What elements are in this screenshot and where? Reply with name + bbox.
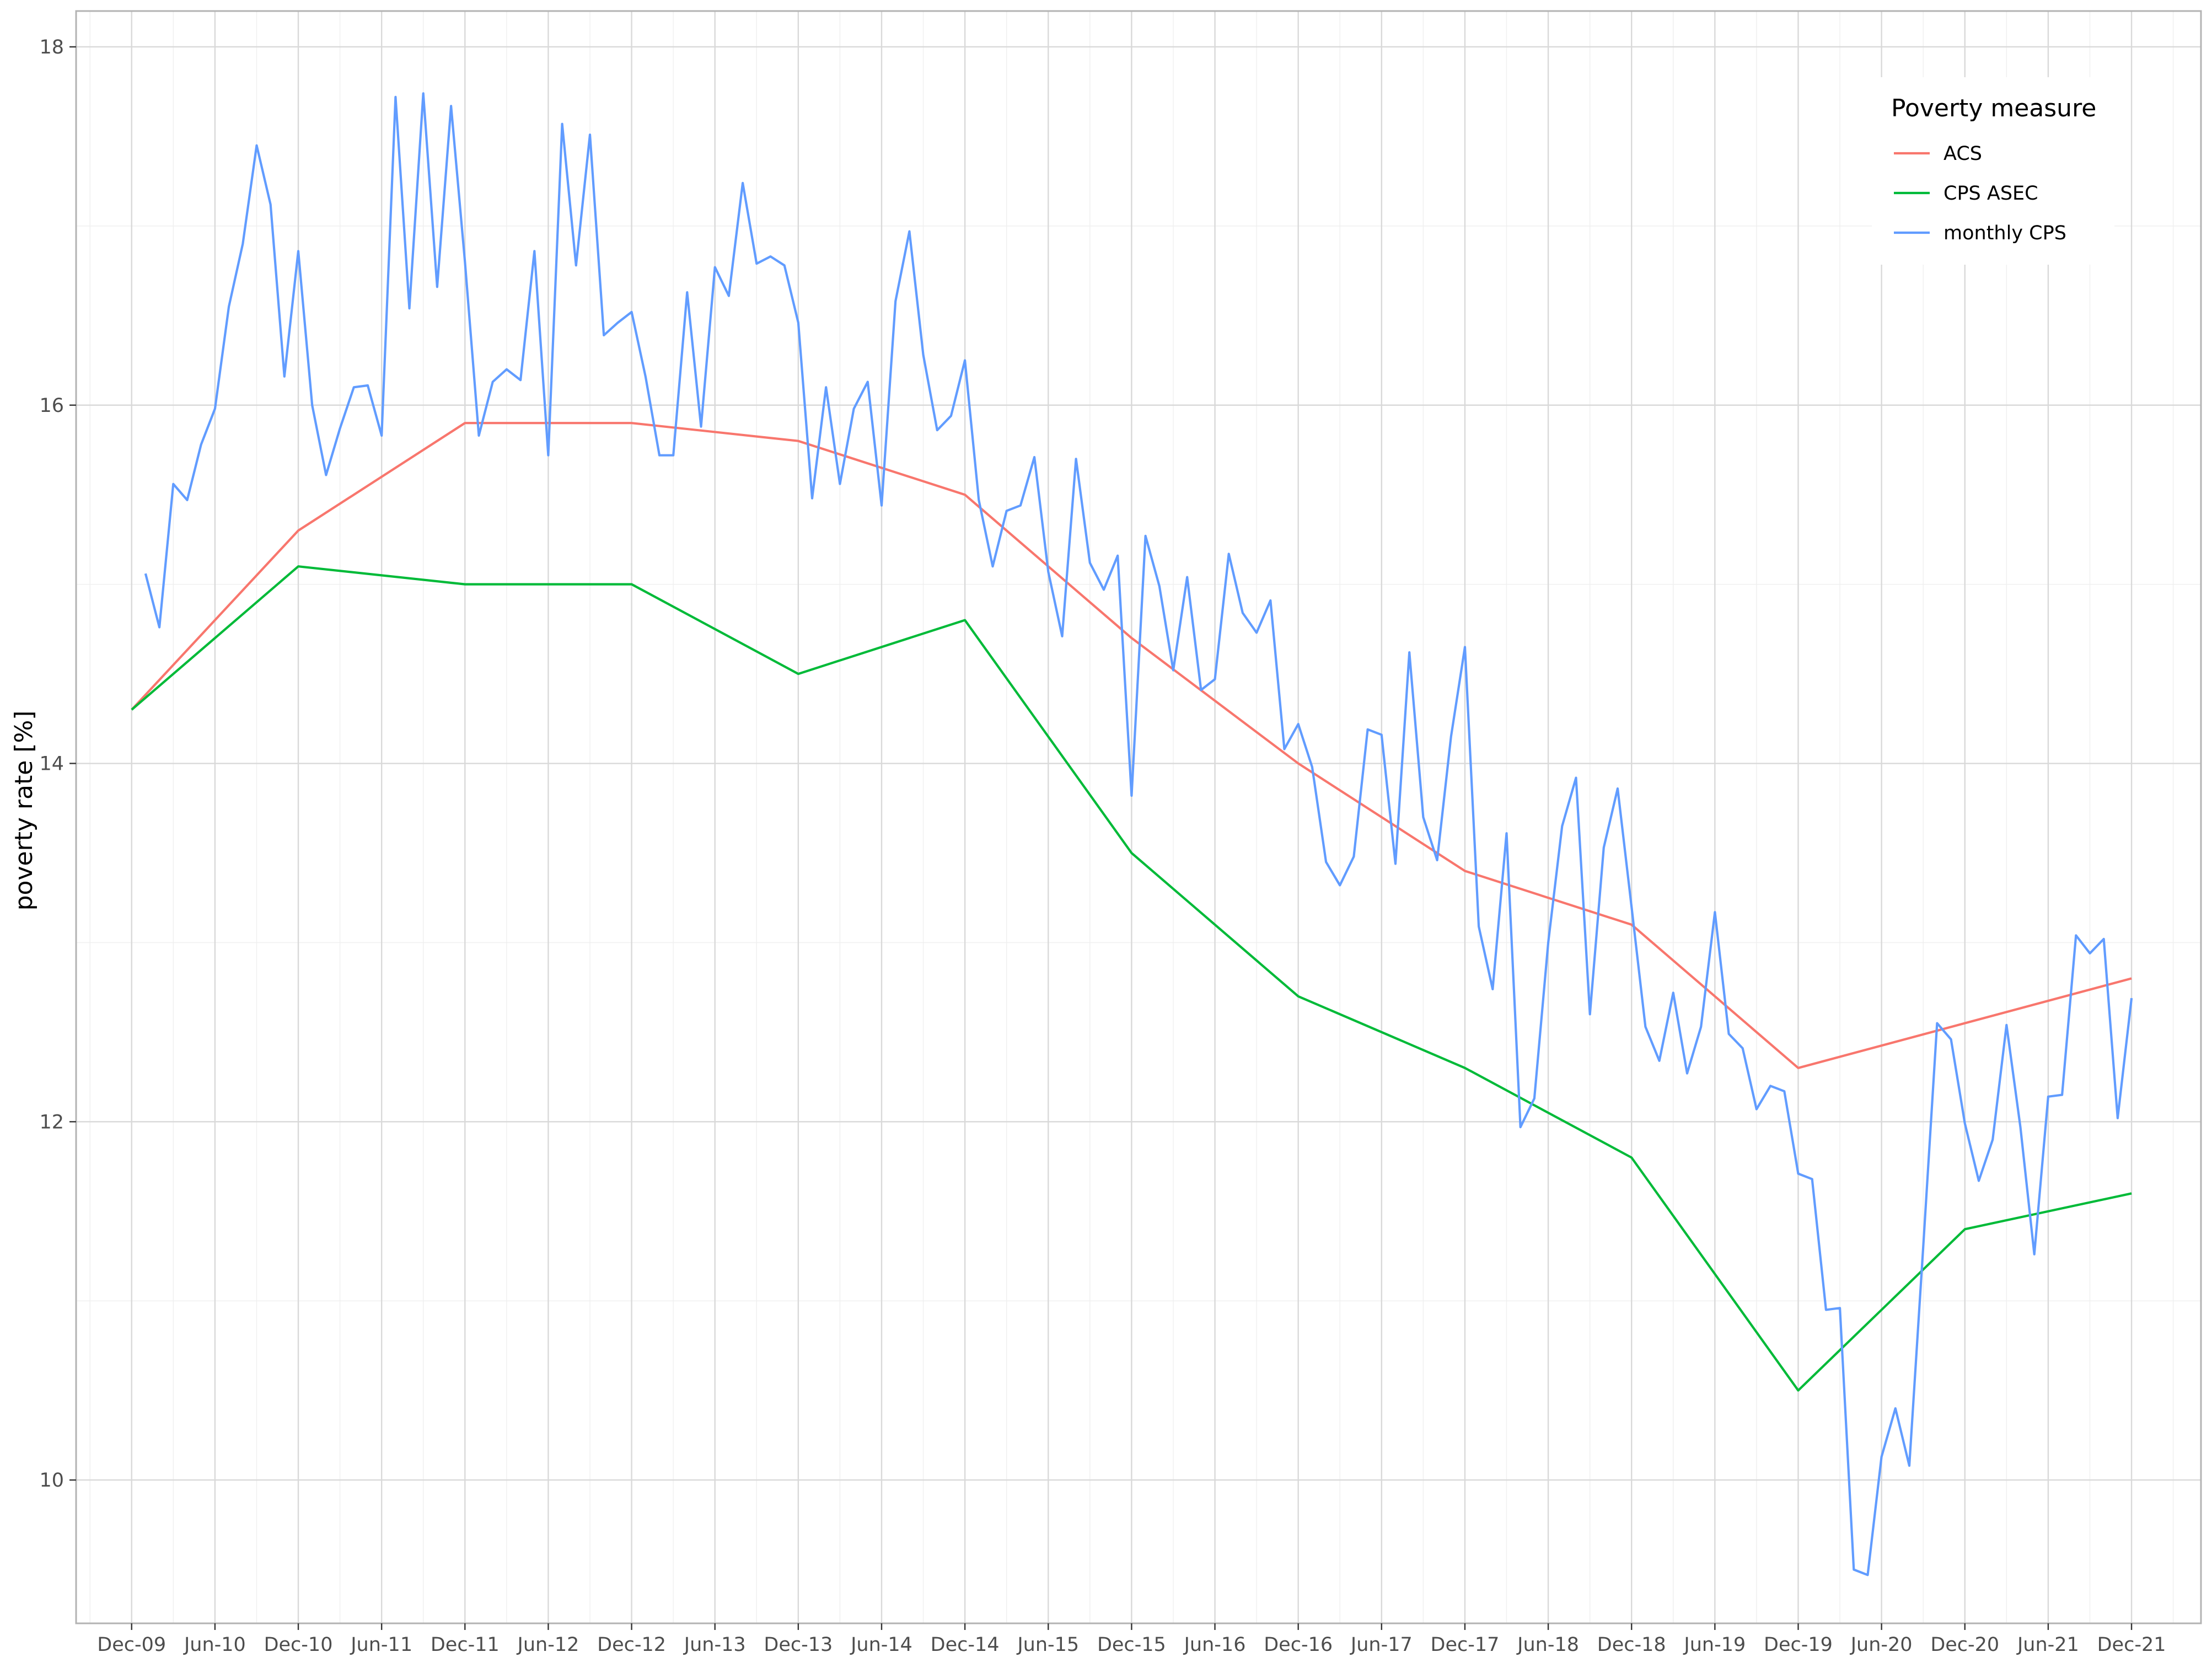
y-axis: 10 12 14 16 18 [39, 36, 76, 1492]
y-tick-label: 16 [39, 395, 64, 417]
x-tick-label: Jun-12 [517, 1634, 579, 1656]
x-tick-label: Jun-20 [1850, 1634, 1913, 1656]
x-tick-label: Dec-11 [431, 1634, 500, 1656]
x-tick-label: Dec-13 [764, 1634, 833, 1656]
x-tick-label: Dec-19 [1764, 1634, 1833, 1656]
legend-label-cps-asec: CPS ASEC [1943, 183, 2038, 205]
x-tick-label: Dec-17 [1431, 1634, 1500, 1656]
x-tick-label: Dec-16 [1264, 1634, 1333, 1656]
x-tick-label: Jun-10 [183, 1634, 246, 1656]
legend-label-acs: ACS [1943, 143, 1982, 165]
x-tick-label: Jun-15 [1016, 1634, 1079, 1656]
x-tick-label: Dec-10 [264, 1634, 333, 1656]
legend-title: Poverty measure [1891, 94, 2096, 122]
x-tick-label: Dec-09 [97, 1634, 166, 1656]
grid-major [76, 11, 2201, 1623]
x-tick-label: Jun-17 [1350, 1634, 1413, 1656]
legend-label-monthly-cps: monthly CPS [1943, 222, 2066, 244]
x-tick-label: Jun-14 [850, 1634, 912, 1656]
grid-minor [76, 11, 2201, 1623]
x-tick-label: Jun-18 [1516, 1634, 1579, 1656]
x-tick-label: Dec-20 [1930, 1634, 1999, 1656]
y-tick-label: 14 [39, 753, 64, 775]
y-tick-label: 12 [39, 1111, 64, 1133]
y-tick-label: 10 [39, 1469, 64, 1492]
x-tick-label: Dec-21 [2097, 1634, 2166, 1656]
panel-border [75, 10, 2202, 1624]
x-tick-label: Jun-11 [350, 1634, 412, 1656]
x-tick-label: Jun-13 [683, 1634, 746, 1656]
y-axis-title: poverty rate [%] [10, 711, 38, 911]
series-line-monthly-cps [144, 92, 2133, 1576]
x-tick-label: Jun-21 [2016, 1634, 2079, 1656]
y-tick-label: 18 [39, 36, 64, 58]
x-tick-label: Jun-16 [1183, 1634, 1246, 1656]
series-lines [131, 92, 2133, 1576]
x-tick-label: Dec-14 [931, 1634, 1000, 1656]
x-tick-label: Jun-19 [1683, 1634, 1746, 1656]
legend: Poverty measure ACS CPS ASEC monthly CPS [1872, 77, 2114, 265]
x-tick-label: Dec-18 [1597, 1634, 1666, 1656]
x-tick-label: Dec-15 [1097, 1634, 1166, 1656]
legend-items: ACS CPS ASEC monthly CPS [1894, 143, 2066, 244]
series-line-cps-asec [131, 565, 2132, 1392]
x-tick-label: Dec-12 [597, 1634, 666, 1656]
x-axis: Dec-09 Jun-10 Dec-10 Jun-11 Dec-11 Jun-12 Dec-… [97, 1623, 2166, 1656]
